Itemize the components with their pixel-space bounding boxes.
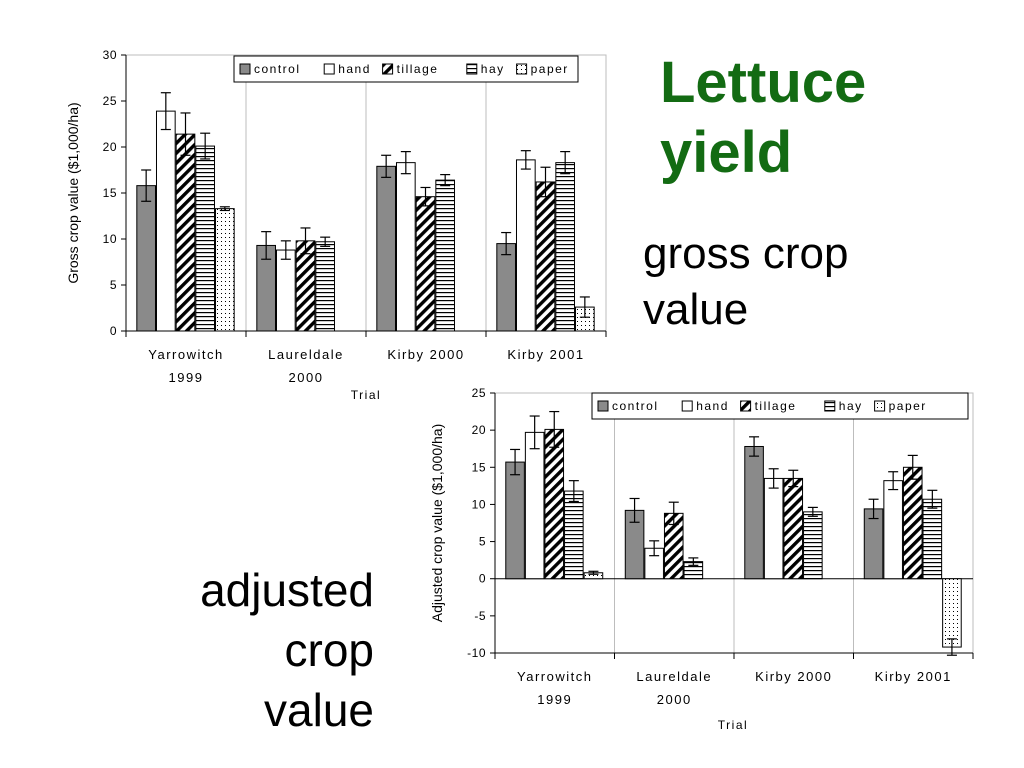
- x-category-label: Kirby 2001: [875, 669, 952, 684]
- x-category-label: 2000: [289, 370, 324, 385]
- x-category-label: 1999: [169, 370, 204, 385]
- legend-swatch: [740, 400, 752, 412]
- x-category-label: Yarrowitch: [517, 669, 592, 684]
- legend-label: control: [254, 62, 301, 76]
- y-tick-label: 5: [479, 535, 486, 549]
- legend-label: hand: [338, 62, 371, 76]
- bar: [295, 240, 316, 332]
- y-tick-label: 5: [110, 278, 117, 292]
- bar: [195, 145, 216, 332]
- y-tick-label: 25: [472, 386, 486, 400]
- legend-swatch: [597, 400, 609, 412]
- y-tick-label: -5: [474, 609, 486, 623]
- bar: [376, 165, 396, 332]
- bar: [803, 511, 823, 580]
- caption-adj-line-2: crop: [284, 624, 374, 676]
- bar: [395, 162, 416, 332]
- bar: [515, 159, 536, 332]
- x-category-label: Laureldale: [636, 669, 712, 684]
- bar: [883, 480, 903, 580]
- y-tick-label: 10: [103, 232, 117, 246]
- caption-adj-line-1: adjusted: [200, 564, 374, 616]
- legend-label: control: [612, 399, 659, 413]
- legend-label: hand: [696, 399, 729, 413]
- bar: [564, 490, 584, 580]
- legend-label: paper: [531, 62, 569, 76]
- bar: [496, 243, 516, 332]
- bar: [535, 181, 556, 332]
- y-tick-label: 10: [472, 497, 486, 511]
- title-line-2: yield: [660, 120, 793, 185]
- y-axis-title: Adjusted crop value ($1,000/ha): [429, 424, 445, 622]
- bar: [175, 133, 196, 332]
- bar: [524, 431, 545, 580]
- caption-adj-line-3: value: [264, 684, 374, 736]
- legend-label: tillage: [397, 62, 439, 76]
- bar: [922, 498, 943, 580]
- legend-box: [591, 392, 969, 420]
- bar: [215, 208, 235, 332]
- y-tick-label: 25: [103, 94, 117, 108]
- bar: [315, 241, 336, 332]
- legend-label: paper: [889, 399, 927, 413]
- legend-swatch: [874, 400, 886, 412]
- legend-swatch: [516, 63, 528, 75]
- title-line-1: Lettuce: [660, 50, 867, 115]
- x-category-label: Kirby 2000: [755, 669, 832, 684]
- x-axis-title: Trial: [351, 388, 381, 402]
- x-category-label: 1999: [537, 692, 572, 707]
- x-category-label: Kirby 2001: [507, 347, 584, 362]
- bar: [415, 196, 436, 332]
- slide-title: Lettuce yield: [660, 48, 960, 188]
- bar: [783, 477, 804, 580]
- bar: [544, 428, 565, 580]
- bar: [942, 578, 962, 648]
- x-category-label: 2000: [657, 692, 692, 707]
- x-category-label: Laureldale: [268, 347, 344, 362]
- gross-crop-value-caption: gross crop value: [643, 226, 943, 338]
- y-tick-label: 15: [103, 186, 117, 200]
- y-tick-label: 0: [110, 324, 117, 338]
- bar: [863, 508, 884, 580]
- legend-swatch: [681, 400, 693, 412]
- bar: [902, 466, 923, 580]
- gross-crop-value-chart: 0 5 10 15 20 25 30 Yarrowitch 1999 Laureldale 2000…: [65, 48, 607, 402]
- legend-label: hay: [839, 399, 863, 413]
- y-tick-label: 0: [479, 572, 486, 586]
- caption-gross-line-1: gross crop: [643, 229, 849, 278]
- bar: [763, 477, 784, 580]
- y-tick-label: -10: [467, 646, 486, 660]
- y-tick-label: 30: [103, 48, 117, 62]
- x-category-label: Kirby 2000: [387, 347, 464, 362]
- bar: [435, 179, 456, 332]
- adjusted-crop-value-chart: -10 -5 0 5 10 15 20 25 Yarrowitch 1999 Laureldale 2…: [429, 386, 974, 732]
- legend-swatch: [382, 63, 394, 75]
- legend-label: tillage: [755, 399, 797, 413]
- adjusted-crop-value-caption: adjusted crop value: [100, 560, 374, 740]
- bar: [136, 185, 156, 332]
- x-category-label: Yarrowitch: [148, 347, 223, 362]
- legend-swatch: [466, 63, 478, 75]
- bar: [744, 445, 764, 580]
- bar: [505, 461, 525, 580]
- legend-swatch: [824, 400, 836, 412]
- caption-gross-line-2: value: [643, 285, 749, 334]
- y-tick-label: 15: [472, 460, 486, 474]
- legend-swatch: [323, 63, 335, 75]
- y-tick-label: 20: [103, 140, 117, 154]
- y-axis-title: Gross crop value ($1,000/ha): [65, 102, 81, 283]
- legend-swatch: [239, 63, 251, 75]
- bar: [155, 110, 176, 332]
- x-axis-title: Trial: [718, 718, 748, 732]
- bar: [275, 249, 296, 332]
- y-tick-label: 20: [472, 423, 486, 437]
- bar: [555, 162, 576, 332]
- legend-label: hay: [481, 62, 505, 76]
